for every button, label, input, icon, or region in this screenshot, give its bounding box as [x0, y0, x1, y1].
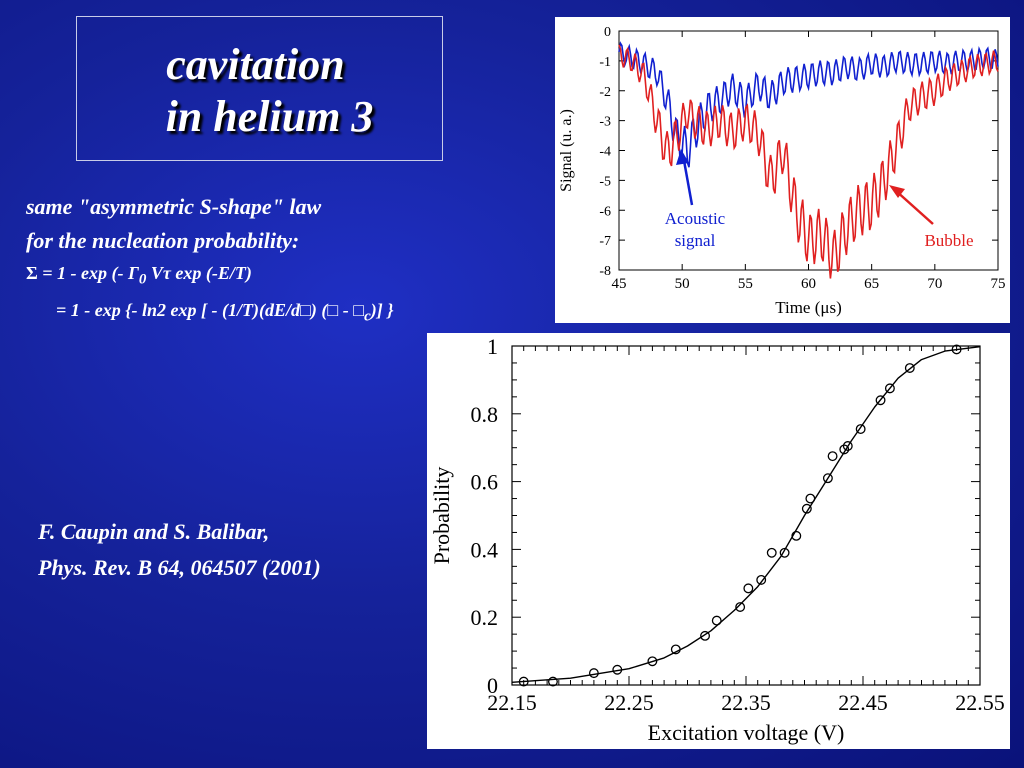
citation-authors: F. Caupin and S. Balibar, — [38, 519, 270, 544]
y-tick-label: 1 — [487, 334, 498, 359]
signal-chart: 45 50 55 60 65 70 75 0 -1 -2 -3 -4 -5 -6 -7 -8 Time (μs)… — [558, 25, 1006, 317]
citation-journal: Phys. Rev. B 64, 064507 (2001) — [38, 555, 321, 580]
data-point — [884, 383, 895, 394]
data-point — [766, 547, 777, 558]
y-tick-label: 0 — [487, 673, 498, 698]
data-point — [700, 630, 711, 641]
y-tick-label: -4 — [599, 145, 611, 160]
x-tick-label: 50 — [675, 276, 690, 292]
x-tick-label: 22.15 — [487, 690, 537, 715]
missing-glyph-box: □ — [353, 299, 365, 320]
y-tick-label: -3 — [599, 115, 611, 130]
equation-line1: Σ = 1 - exp (- Γ0 Vτ exp (-E/T) — [26, 258, 566, 295]
data-point — [904, 363, 915, 373]
x-tick-label: 22.55 — [955, 690, 1005, 715]
data-point — [779, 547, 790, 558]
formula-text-line1: same "asymmetric S-shape" law — [26, 194, 322, 219]
missing-glyph-box: □ — [327, 299, 339, 320]
y-axis-label: Signal (u. a.) — [558, 109, 575, 192]
y-tick-label: -7 — [599, 234, 611, 249]
y-tick-label: -5 — [599, 174, 611, 189]
y-tick-label: -1 — [599, 55, 611, 70]
sigma-symbol: Σ — [26, 263, 38, 283]
signal-chart-panel: 45 50 55 60 65 70 75 0 -1 -2 -3 -4 -5 -6 -7 -8 Time (μs)… — [555, 17, 1010, 323]
data-point — [791, 530, 802, 541]
acoustic-series-line — [618, 41, 999, 168]
equation-line2: = 1 - exp {- ln2 exp [ - (1/T)(dE/d□) (□… — [26, 295, 566, 332]
y-tick-label: 0.6 — [471, 470, 499, 495]
data-point — [647, 656, 658, 667]
formula-text-line2: for the nucleation probability: — [26, 228, 300, 253]
missing-glyph-box: □ — [299, 299, 311, 320]
y-tick-label: -8 — [599, 264, 611, 279]
data-point — [612, 664, 623, 675]
data-point — [801, 503, 812, 514]
data-point — [875, 395, 886, 406]
title-box: cavitation in helium 3 — [76, 16, 443, 161]
bubble-arrowhead — [889, 185, 905, 198]
citation: F. Caupin and S. Balibar, Phys. Rev. B 6… — [38, 514, 321, 586]
data-point — [743, 583, 754, 594]
plot-frame — [511, 345, 981, 686]
x-tick-label: 45 — [612, 276, 627, 292]
slide-title-line1: cavitation — [166, 40, 345, 89]
gamma-subscript: 0 — [138, 271, 147, 288]
y-tick-label: 0.2 — [471, 605, 499, 630]
formula-block: same "asymmetric S-shape" law for the nu… — [26, 190, 566, 331]
y-tick-label: -2 — [599, 85, 611, 100]
x-tick-label: 60 — [801, 276, 816, 292]
data-point — [822, 473, 833, 484]
bubble-series-line — [618, 44, 999, 279]
probability-chart: 22.15 22.25 22.35 22.45 22.55 0 0.2 0.4 0.6 0.8 1 E… — [429, 334, 1005, 745]
acoustic-arrowhead — [676, 149, 689, 165]
y-tick-label: 0.4 — [471, 537, 499, 562]
slide-title-line2: in helium 3 — [165, 92, 374, 141]
x-tick-label: 22.35 — [721, 690, 771, 715]
data-point — [756, 574, 767, 585]
x-axis-label: Excitation voltage (V) — [648, 720, 845, 745]
data-point — [951, 344, 962, 355]
data-point — [855, 424, 866, 435]
eq2-part-d: )] } — [370, 299, 394, 320]
x-tick-label: 55 — [738, 276, 753, 292]
x-tick-label: 75 — [991, 276, 1006, 292]
eq2-part-c: - — [338, 299, 354, 320]
x-tick-label: 65 — [864, 276, 879, 292]
data-point — [735, 602, 746, 612]
bubble-arrow — [894, 189, 934, 225]
acoustic-annotation-line1: Acoustic — [665, 209, 726, 228]
x-axis-label: Time (μs) — [775, 298, 842, 317]
data-point — [547, 676, 558, 687]
x-tick-label: 70 — [927, 276, 942, 292]
data-point — [670, 644, 681, 655]
data-point — [842, 441, 853, 451]
acoustic-annotation-line2: signal — [675, 231, 716, 250]
eq1-part-c: exp (-E/T) — [170, 263, 252, 283]
y-tick-label: -6 — [599, 204, 611, 219]
data-point — [805, 493, 816, 504]
y-tick-label: 0 — [604, 25, 611, 40]
y-axis-label: Probability — [429, 467, 454, 565]
eq1-part-a: = 1 - exp (- — [37, 263, 129, 283]
tau-symbol: τ — [162, 263, 171, 283]
x-tick-label: 22.45 — [838, 690, 888, 715]
x-tick-label: 22.25 — [604, 690, 654, 715]
eq1-part-b: V — [146, 263, 163, 283]
data-point — [827, 451, 838, 462]
gamma-symbol: Γ — [128, 263, 139, 283]
data-point — [711, 615, 722, 626]
probability-chart-panel: 22.15 22.25 22.35 22.45 22.55 0 0.2 0.4 0.6 0.8 1 E… — [427, 333, 1010, 749]
eq2-part-b: ) ( — [310, 299, 328, 320]
fit-curve — [511, 346, 981, 683]
data-point — [839, 444, 850, 455]
data-point — [588, 668, 599, 679]
eq2-part-a: = 1 - exp {- ln2 exp [ - (1/T)(dE/d — [56, 299, 300, 320]
y-tick-label: 0.8 — [471, 402, 499, 427]
critical-subscript: c — [364, 308, 371, 325]
data-point — [518, 676, 529, 687]
bubble-annotation: Bubble — [924, 231, 973, 250]
